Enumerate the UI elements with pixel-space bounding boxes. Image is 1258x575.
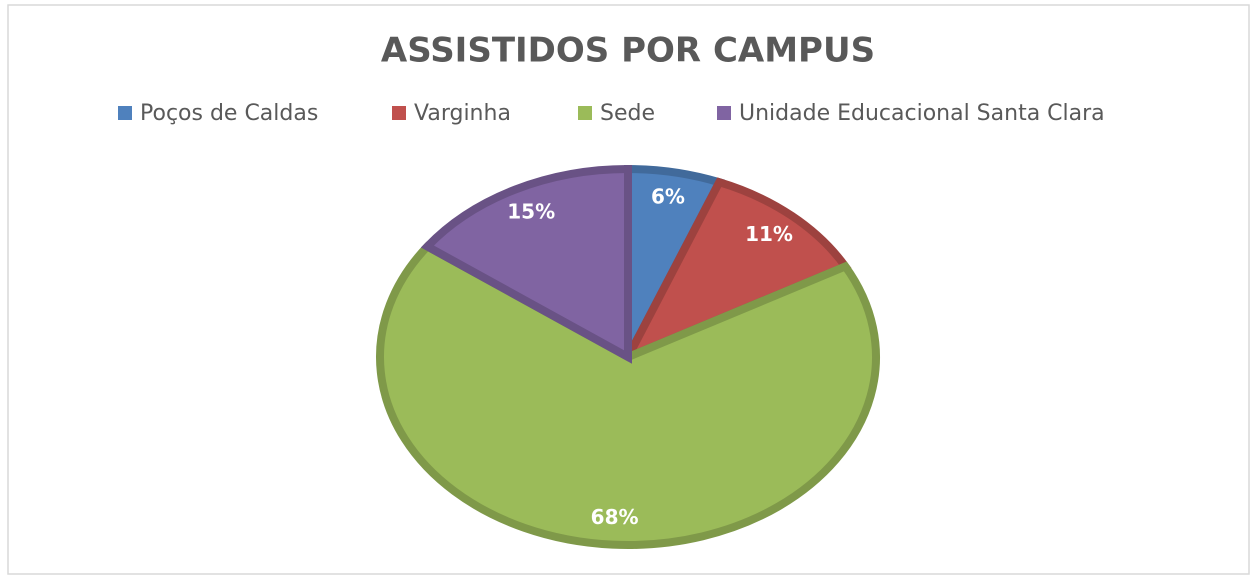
legend-label: Varginha xyxy=(414,101,511,126)
legend-swatch xyxy=(392,106,406,120)
legend-label: Sede xyxy=(600,101,655,126)
chart-title: ASSISTIDOS POR CAMPUS xyxy=(381,31,875,71)
data-label: 6% xyxy=(651,185,685,209)
pie-slice xyxy=(376,241,880,549)
legend-swatch xyxy=(118,106,132,120)
pie-slice xyxy=(619,177,852,365)
data-label: 15% xyxy=(507,199,555,223)
legend-swatch xyxy=(578,106,592,120)
legend-swatch xyxy=(717,106,731,120)
data-label: 11% xyxy=(745,222,793,246)
pie-slice xyxy=(420,164,632,364)
data-label: 68% xyxy=(591,505,639,529)
legend-label: Poços de Caldas xyxy=(140,101,318,126)
legend-label: Unidade Educacional Santa Clara xyxy=(739,101,1105,126)
